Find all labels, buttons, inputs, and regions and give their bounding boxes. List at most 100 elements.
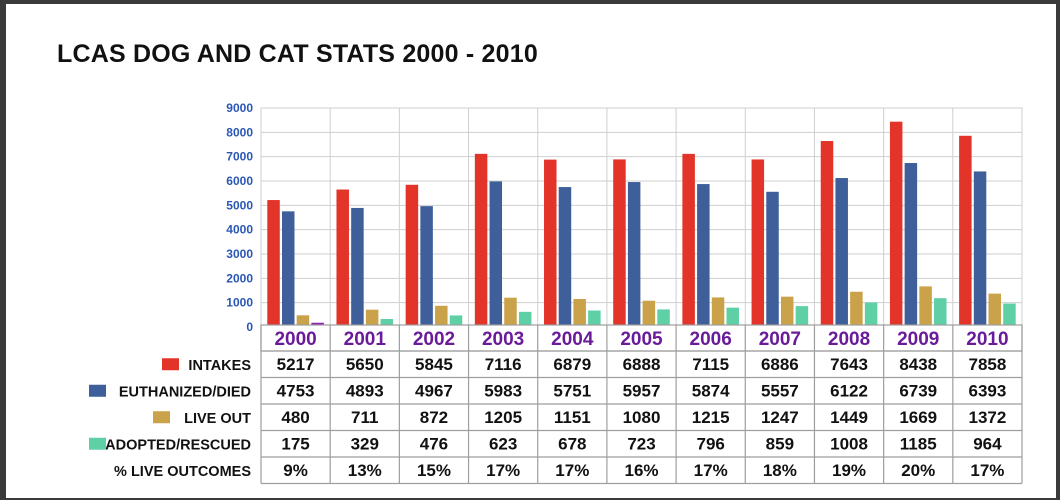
bar-live-out-2004 [573,298,586,327]
bar-adopted-rescued-2004 [588,310,601,327]
table-cell-live-out: 711 [351,408,378,427]
table-cell-euthanized-died: 5874 [692,381,730,400]
bar-adopted-rescued-2001 [380,318,394,327]
bar-euthanized-died-2002 [420,206,433,327]
table-cell-live-out: 1449 [830,408,868,427]
bar-live-out-2008 [850,291,863,327]
bar-intakes-2000 [267,200,280,327]
row-label-euthanized-died: EUTHANIZED/DIED [119,384,251,400]
table-cell-intakes: 7115 [692,355,729,374]
y-tick-label: 8000 [226,125,253,139]
bar-adopted-rescued-2010 [1003,303,1016,327]
bar-euthanized-died-2009 [904,163,918,327]
table-cell-live-out: 872 [420,408,448,427]
legend-swatch-adopted-rescued [89,437,106,450]
table-cell-intakes: 5845 [415,355,453,374]
y-tick-label: 5000 [226,198,253,212]
bar-intakes-2009 [889,121,903,328]
y-tick-label: 1000 [226,296,253,310]
year-label-2004: 2004 [551,329,594,350]
bar-euthanized-died-2004 [558,187,572,327]
year-label-2001: 2001 [344,329,387,350]
table-cell-live-out: 1247 [761,408,799,427]
table-cell--live-outcomes: 16% [624,461,658,480]
table-cell-adopted-rescued: 796 [696,434,724,453]
table-cell-adopted-rescued: 623 [489,434,517,453]
table-cell-adopted-rescued: 476 [420,434,448,453]
table-cell--live-outcomes: 20% [901,461,935,480]
bar-live-out-2002 [435,305,448,327]
bar-euthanized-died-2005 [627,182,641,327]
bar-adopted-rescued-2006 [726,307,739,327]
table-cell-intakes: 6888 [623,355,661,374]
y-tick-label: 4000 [226,223,253,237]
table-cell-intakes: 5650 [346,355,384,374]
table-cell-live-out: 1205 [484,408,522,427]
table-cell-intakes: 6879 [553,355,591,374]
bar-intakes-2003 [474,153,488,327]
year-label-2002: 2002 [413,329,455,350]
bar-euthanized-died-2006 [697,184,710,327]
bar-live-out-2005 [642,300,656,327]
table-cell-adopted-rescued: 175 [281,434,309,453]
table-cell-euthanized-died: 4753 [277,381,315,400]
table-cell-intakes: 7643 [830,355,868,374]
bar-intakes-2008 [820,141,834,327]
table-cell--live-outcomes: 17% [555,461,589,480]
bar-intakes-2004 [544,159,557,327]
bar-live-out-2007 [780,296,794,327]
table-cell-euthanized-died: 4893 [346,381,384,400]
bar-adopted-rescued-2003 [518,311,532,327]
year-label-2007: 2007 [759,329,801,350]
table-cell-intakes: 7858 [968,355,1006,374]
bar-euthanized-died-2008 [835,178,848,327]
table-cell-live-out: 1151 [554,408,591,427]
bar-live-out-2003 [504,297,517,327]
table-cell-adopted-rescued: 859 [766,434,794,453]
bar-intakes-2001 [336,189,349,327]
bar-intakes-2005 [613,159,626,327]
table-cell-adopted-rescued: 329 [351,434,379,453]
table-cell-intakes: 7116 [485,355,522,374]
table-cell-live-out: 1215 [692,408,730,427]
y-tick-label: 2000 [226,271,253,285]
bar-adopted-rescued-2002 [449,315,463,327]
table-cell-adopted-rescued: 678 [558,434,586,453]
chart-title: LCAS DOG AND CAT STATS 2000 - 2010 [57,40,538,68]
bar-live-out-2001 [365,309,379,327]
bar-adopted-rescued-2007 [795,306,809,327]
bar-adopted-rescued-2008 [864,302,878,327]
table-cell-intakes: 6886 [761,355,799,374]
table-cell-euthanized-died: 5957 [623,381,661,400]
bar-euthanized-died-2001 [351,207,364,327]
bar-intakes-2010 [959,135,972,327]
row-label-intakes: INTAKES [188,358,251,374]
table-cell-live-out: 1080 [623,408,661,427]
y-tick-label: 9000 [226,101,253,115]
bar-euthanized-died-2000 [281,211,295,327]
year-label-2005: 2005 [620,329,663,350]
bar-intakes-2007 [751,159,765,327]
table-cell-euthanized-died: 6393 [968,381,1006,400]
y-tick-label: 7000 [226,150,253,164]
row-label--live-outcomes: % LIVE OUTCOMES [114,464,251,480]
bar-euthanized-died-2003 [489,181,503,327]
table-cell--live-outcomes: 17% [970,461,1004,480]
year-label-2003: 2003 [482,329,524,350]
y-tick-label: 3000 [226,247,253,261]
year-label-2000: 2000 [274,329,316,350]
table-cell-euthanized-died: 5983 [484,381,522,400]
chart: 0 1000 2000 3000 4000 5000 6000 7000 8000 9000 200… [89,101,1023,485]
table-cell-euthanized-died: 5557 [761,381,799,400]
table-cell--live-outcomes: 13% [348,461,382,480]
bar-live-out-2006 [711,297,725,327]
table-cell--live-outcomes: 15% [417,461,451,480]
legend-swatch-euthanized-died [89,384,106,397]
table-cell--live-outcomes: 9% [283,461,308,480]
table-cell-euthanized-died: 4967 [415,381,453,400]
table-cell-adopted-rescued: 1008 [830,434,868,453]
table-cell--live-outcomes: 17% [694,461,728,480]
table-cell--live-outcomes: 19% [832,461,866,480]
table-cell-live-out: 1372 [968,408,1006,427]
bar-intakes-2002 [405,184,419,327]
